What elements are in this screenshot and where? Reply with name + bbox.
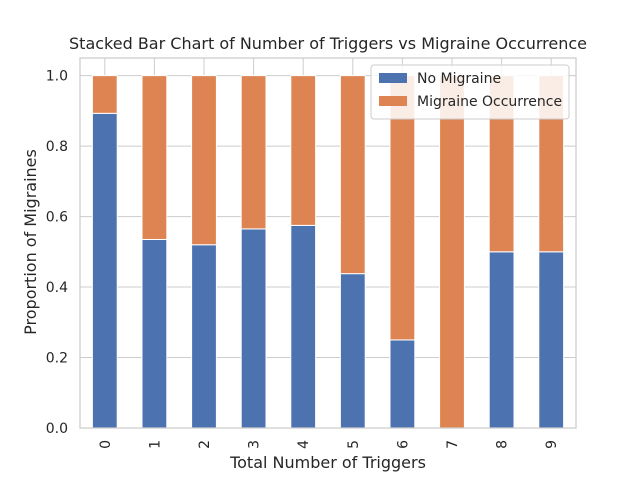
bar-migraine-occurrence-7: [439, 75, 465, 429]
bar-no-migraine-0: [91, 112, 118, 429]
y-axis-label: Proportion of Migraines: [21, 149, 40, 335]
chart-title: Stacked Bar Chart of Number of Triggers …: [69, 34, 587, 53]
x-axis-label: Total Number of Triggers: [229, 453, 426, 472]
bar-no-migraine-6: [389, 339, 416, 429]
bar-no-migraine-8: [488, 251, 515, 429]
x-tick-label: 4: [296, 440, 312, 449]
bar-no-migraine-1: [141, 238, 168, 429]
legend-swatch: [379, 96, 407, 106]
plot-frame: [79, 57, 577, 429]
bar-no-migraine-2: [191, 244, 217, 429]
bar-no-migraine-5: [339, 273, 366, 429]
x-tick-label: 1: [147, 440, 163, 449]
x-axis-ticks: 0 1 2 3 4 5 6 7 8 9: [98, 440, 560, 449]
x-tick-label: 8: [495, 440, 511, 449]
y-tick-label: 0.4: [46, 280, 68, 296]
legend-box: [370, 64, 570, 120]
y-tick-label: 0.0: [46, 421, 68, 437]
x-tick-label: 0: [98, 440, 114, 449]
bar-migraine-occurrence-5: [339, 75, 366, 275]
bar-no-migraine-4: [290, 224, 317, 429]
legend-label: Migraine Occurrence: [417, 94, 562, 110]
axes-frame: [79, 57, 577, 429]
bars-group: [91, 75, 565, 429]
bar-migraine-occurrence-6: [389, 75, 416, 341]
x-tick-label: 9: [544, 440, 560, 449]
bar-migraine-occurrence-3: [240, 75, 267, 230]
y-tick-label: 1.0: [46, 69, 68, 85]
x-tick-label: 6: [395, 440, 411, 449]
bar-migraine-occurrence-2: [191, 75, 217, 246]
legend-label: No Migraine: [417, 71, 501, 87]
bar-migraine-occurrence-4: [290, 75, 317, 226]
legend: No Migraine Migraine Occurrence: [370, 64, 570, 120]
x-tick-label: 5: [346, 440, 362, 449]
bar-no-migraine-9: [538, 251, 565, 429]
bar-migraine-occurrence-0: [91, 75, 118, 114]
x-tick-label: 3: [247, 440, 263, 449]
legend-swatch: [379, 73, 407, 83]
bar-no-migraine-3: [240, 228, 267, 429]
y-axis-ticks: 0.0 0.2 0.4 0.6 0.8 1.0: [46, 69, 68, 437]
bar-migraine-occurrence-1: [141, 75, 168, 240]
y-tick-label: 0.8: [46, 139, 68, 155]
x-tick-label: 2: [197, 440, 213, 449]
x-tick-label: 7: [445, 440, 461, 449]
y-tick-label: 0.2: [46, 351, 68, 367]
y-tick-label: 0.6: [46, 210, 68, 226]
